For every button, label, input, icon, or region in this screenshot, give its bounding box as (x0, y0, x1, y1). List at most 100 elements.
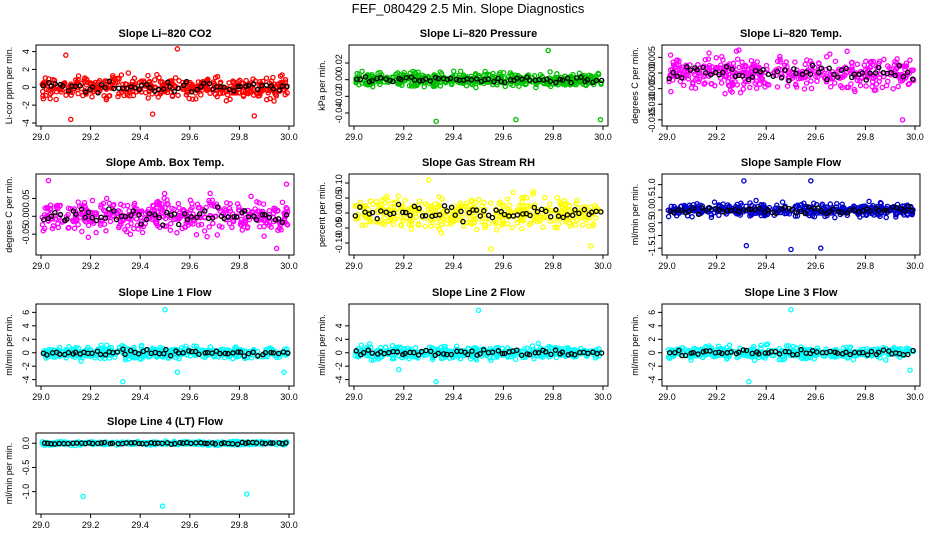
x-tick-label: 29.8 (544, 261, 562, 271)
highlight-point (498, 208, 504, 215)
data-point (468, 73, 474, 80)
data-point (82, 75, 88, 81)
data-point (779, 199, 786, 205)
data-point (518, 225, 525, 232)
data-point (533, 84, 539, 91)
highlight-point (411, 203, 418, 210)
highlight-point (73, 211, 79, 217)
data-point (447, 348, 454, 355)
data-point (454, 343, 460, 349)
data-point (75, 221, 81, 228)
y-tick-label: 2 (334, 337, 344, 342)
y-tick-label: 2 (21, 67, 31, 72)
data-point (540, 224, 546, 230)
data-point (762, 355, 768, 361)
data-point (873, 63, 879, 69)
highlight-point (408, 74, 415, 80)
data-point (488, 357, 494, 364)
data-point (239, 227, 246, 233)
data-point (467, 216, 474, 222)
data-point (514, 220, 521, 226)
data-point (561, 200, 568, 207)
data-point (98, 202, 104, 208)
highlight-point (699, 205, 705, 211)
highlight-point (122, 213, 129, 220)
highlight-point (89, 350, 95, 357)
data-point (883, 214, 889, 221)
data-point (103, 228, 109, 234)
data-point (219, 350, 225, 356)
highlight-point (555, 213, 562, 219)
x-tick-label: 29.8 (544, 392, 562, 402)
y-tick-label: -2 (647, 362, 657, 370)
data-point (751, 357, 758, 364)
data-point (498, 222, 505, 228)
y-axis-label: degrees C per min. (630, 47, 640, 124)
data-point (572, 222, 579, 228)
data-point (359, 222, 365, 229)
data-point (583, 214, 590, 221)
data-points (666, 47, 917, 123)
data-point (828, 84, 834, 90)
data-point (162, 215, 169, 222)
highlight-point (40, 83, 46, 89)
highlight-point (52, 81, 58, 87)
data-point (885, 78, 891, 85)
data-point (497, 199, 503, 205)
data-point (863, 83, 869, 89)
data-point (726, 342, 733, 349)
highlight-point (447, 75, 454, 82)
x-tick-label: 29.6 (495, 261, 513, 271)
data-point (260, 78, 266, 85)
data-point (145, 72, 151, 79)
data-point (58, 89, 64, 95)
highlight-point (94, 348, 101, 354)
data-point (554, 194, 560, 201)
highlight-point (756, 351, 762, 357)
panel-title: Slope Sample Flow (741, 157, 842, 169)
highlight-point (868, 348, 875, 355)
data-point (457, 355, 464, 362)
data-point (270, 74, 276, 81)
x-tick-label: 29.0 (32, 520, 50, 530)
data-point (206, 224, 212, 230)
highlight-point (78, 206, 85, 213)
data-point (857, 77, 863, 84)
highlight-point (254, 86, 261, 93)
data-point (747, 200, 753, 206)
data-point (276, 225, 283, 232)
highlight-point (398, 76, 404, 83)
data-point (753, 85, 760, 92)
outlier-point (733, 48, 740, 54)
data-point (176, 205, 182, 211)
highlight-point (765, 71, 772, 78)
highlight-point (568, 79, 574, 86)
highlight-point (672, 349, 678, 356)
data-point (524, 194, 530, 201)
highlight-point (565, 352, 572, 358)
data-point (668, 88, 674, 95)
data-point (449, 215, 455, 222)
highlight-point (532, 349, 539, 356)
highlight-point (360, 350, 367, 356)
data-point (467, 202, 473, 208)
data-point (214, 93, 220, 100)
data-point (153, 205, 160, 211)
data-point (89, 197, 96, 204)
outlier-point (907, 367, 913, 373)
data-point (848, 81, 854, 87)
x-tick-label: 29.8 (544, 132, 562, 142)
x-tick-label: 29.8 (857, 392, 875, 402)
highlight-point (538, 206, 545, 213)
highlight-point (578, 74, 584, 80)
data-point (517, 216, 524, 222)
highlight-point (770, 73, 777, 79)
data-point (284, 222, 291, 228)
highlight-point (585, 350, 591, 357)
data-points (353, 47, 605, 125)
data-point (877, 213, 883, 220)
data-point (529, 343, 536, 349)
highlight-point (807, 71, 814, 78)
data-point (154, 219, 160, 225)
highlight-point (712, 69, 719, 76)
